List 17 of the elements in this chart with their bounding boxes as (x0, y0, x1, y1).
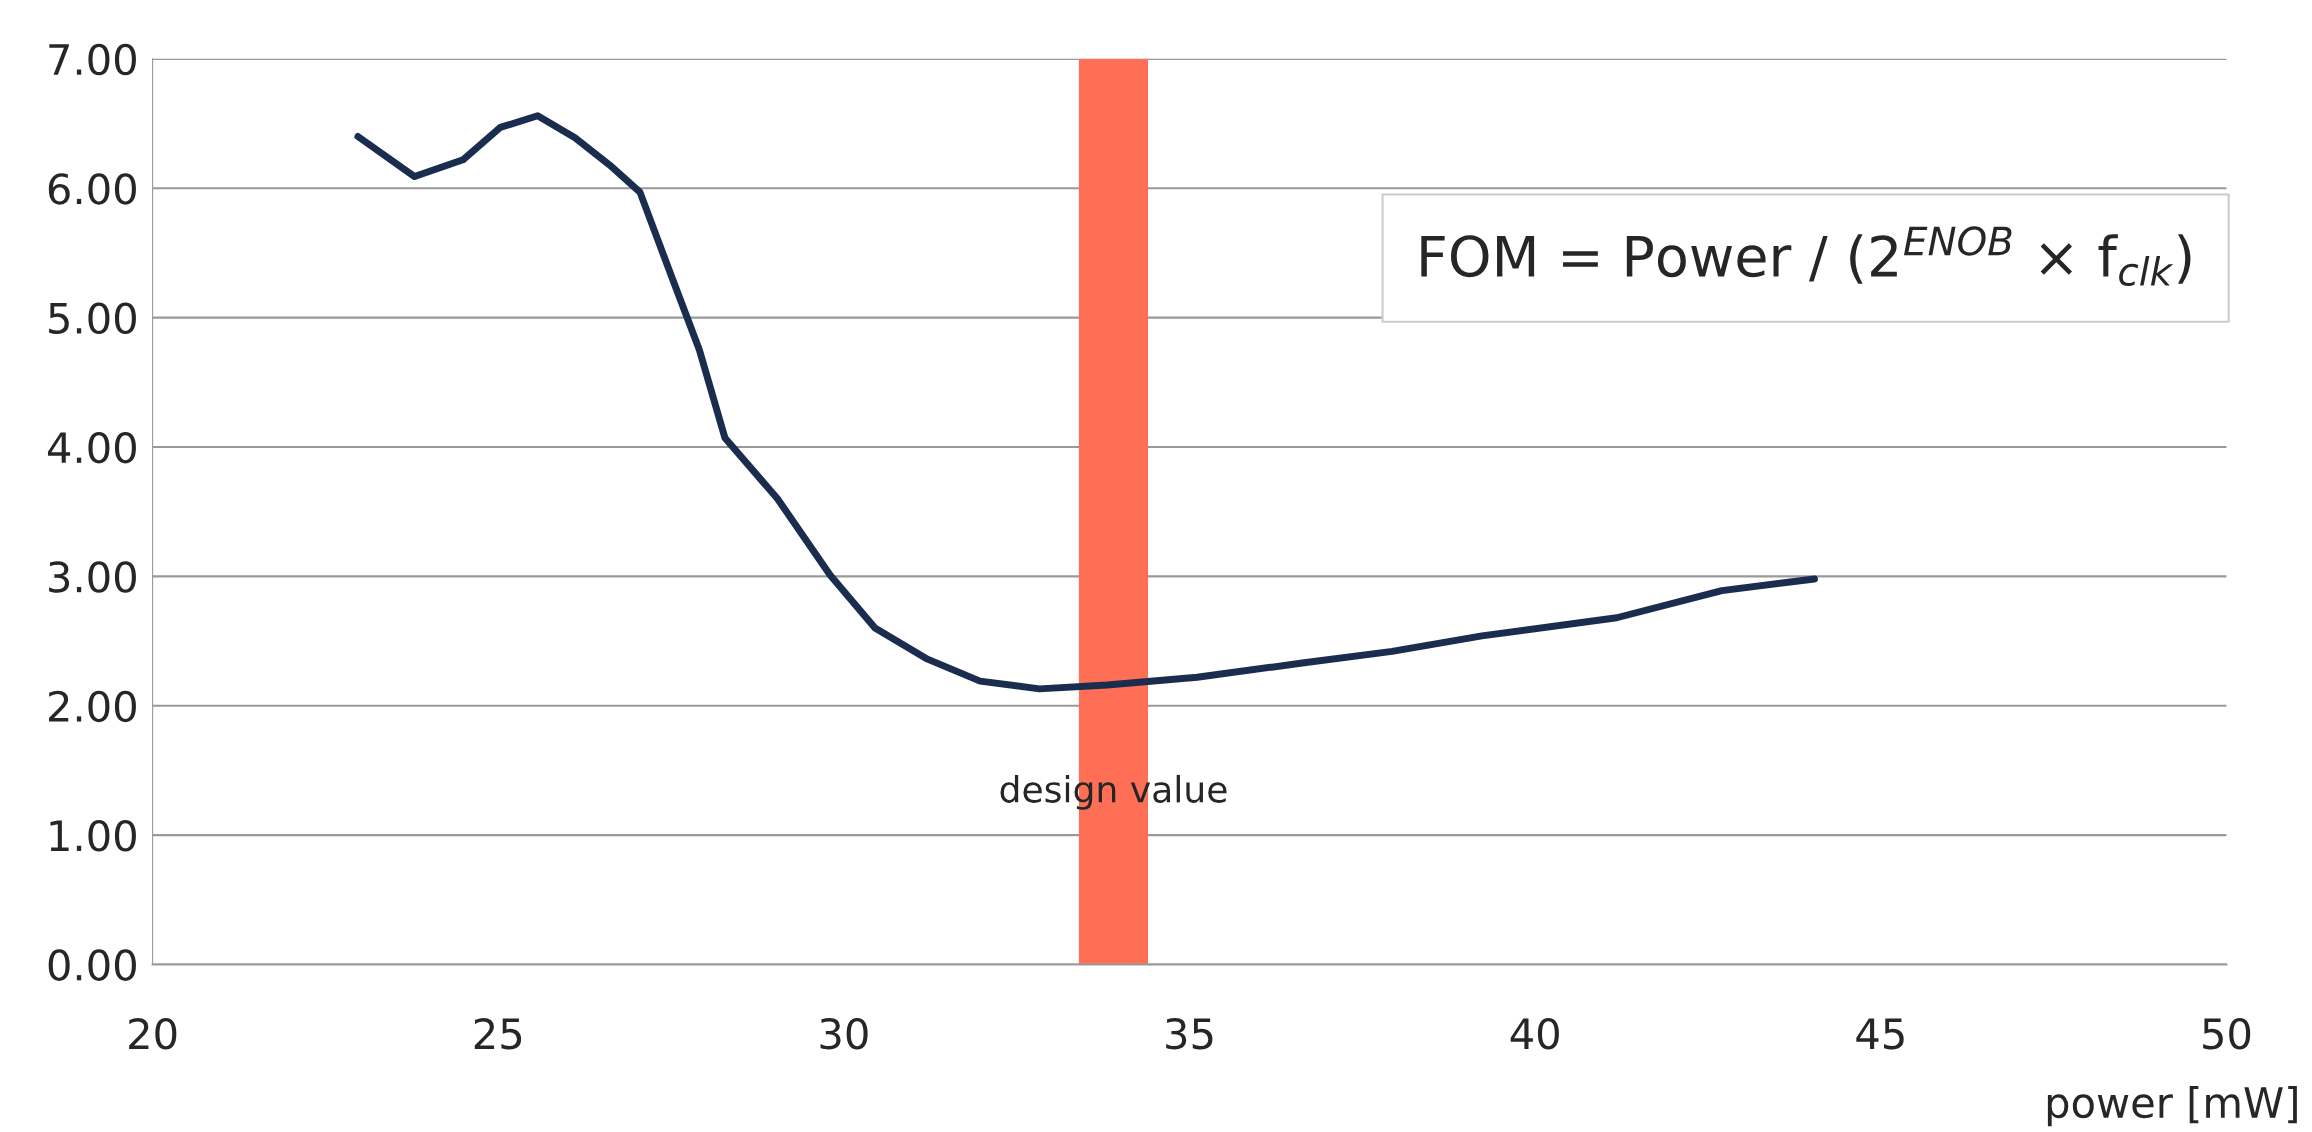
x-tick-label: 40 (1510, 1017, 1559, 1050)
annotation: FOM = Power / (2$^{ENOB}$ × f$_{clk}$) (1421, 226, 2191, 287)
x-tick-label: 35 (1166, 1017, 1213, 1050)
x-tick-label: 45 (1856, 1018, 1904, 1050)
x-tick-label: 50 (2203, 1017, 2251, 1050)
y-tick-label: 0.00 (48, 949, 136, 981)
y-tick-label: 7.00 (49, 43, 136, 76)
y-tick-label: 5.00 (49, 302, 136, 335)
x-tick-label: 25 (474, 1017, 522, 1050)
y-tick-label: 6.00 (48, 173, 136, 205)
y-tick-label: 1.00 (50, 820, 136, 852)
x-axis-title: power [mW] (2047, 1086, 2297, 1127)
x-tick-label: 20 (129, 1017, 177, 1050)
y-tick-label: 3.00 (49, 561, 136, 593)
y-tick-label: 4.00 (47, 431, 136, 464)
x-tick-label: 30 (820, 1017, 868, 1050)
y-tick-label: 2.00 (48, 690, 136, 723)
